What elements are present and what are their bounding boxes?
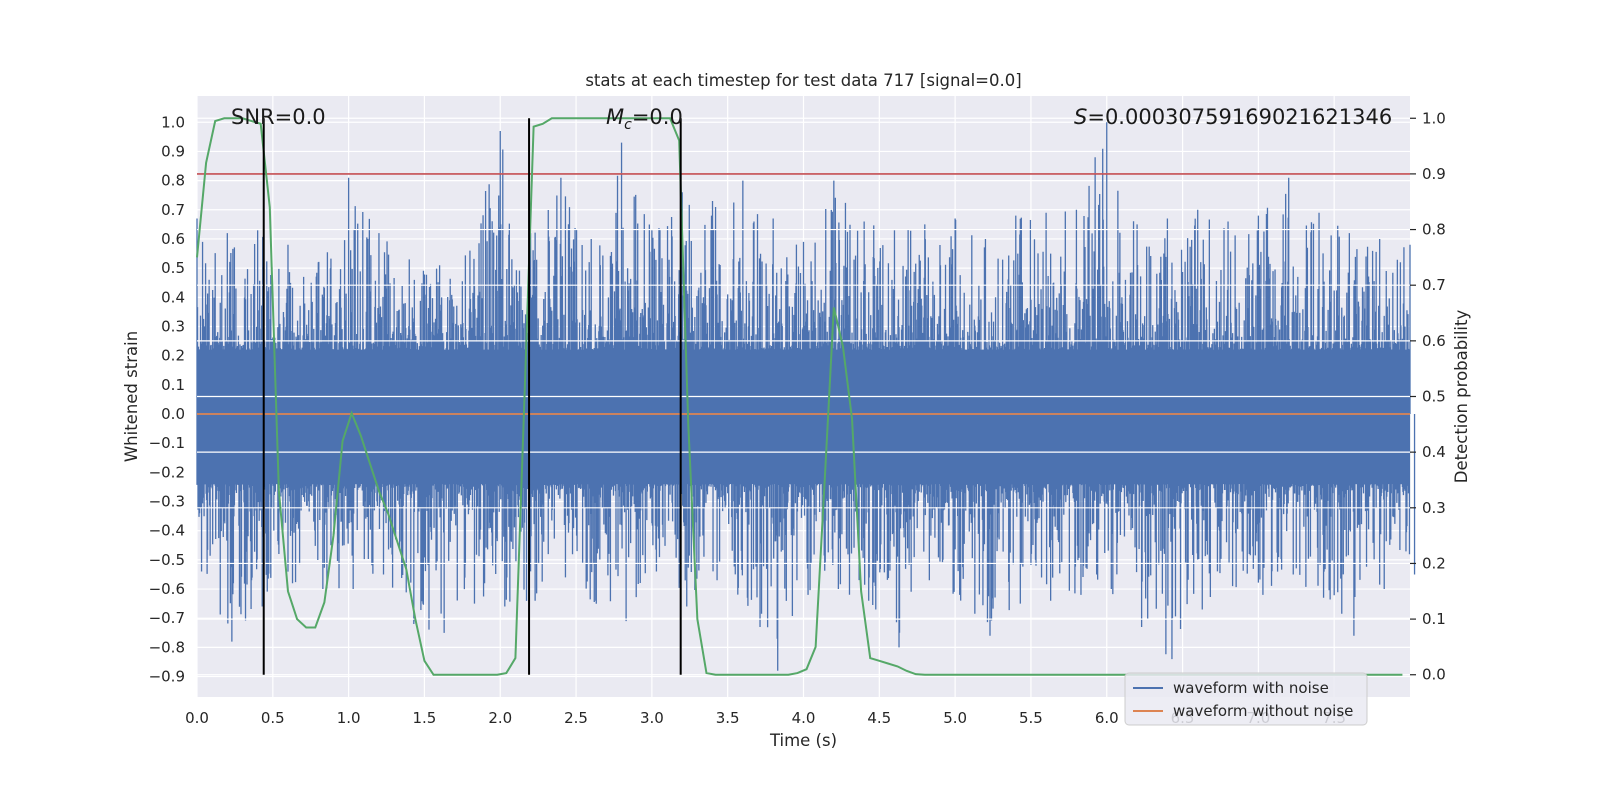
x-tick-label: 5.0: [943, 709, 967, 727]
legend-label-waveform-with-noise: waveform with noise: [1173, 679, 1329, 697]
snr-annotation: SNR=0.0: [231, 105, 326, 129]
chart-title: stats at each timestep for test data 717…: [585, 71, 1021, 90]
y-left-tick-label: −0.8: [149, 638, 185, 656]
left-axis: −0.9 −0.8 −0.7 −0.6 −0.5 −0.4 −0.3 −0.2 −0.1 0.0 0…: [149, 113, 185, 685]
x-axis-label: Time (s): [769, 731, 837, 750]
y-axis-label-right: Detection probability: [1452, 310, 1471, 484]
x-tick-label: 0.5: [261, 709, 285, 727]
x-tick-label: 1.5: [413, 709, 437, 727]
y-left-tick-label: 0.9: [161, 142, 185, 160]
detection-probability-line: [196, 117, 1403, 676]
x-tick-label: 3.5: [716, 709, 740, 727]
y-right-tick-label: 0.7: [1422, 276, 1446, 294]
s-symbol: S: [1074, 105, 1087, 129]
y-left-tick-label: 1.0: [161, 113, 185, 131]
y-right-tick-label: 0.9: [1422, 165, 1446, 183]
y-axis-label-left: Whitened strain: [122, 331, 141, 462]
y-right-tick-label: 0.2: [1422, 554, 1446, 572]
x-tick-label: 2.0: [488, 709, 512, 727]
y-left-tick-label: 0.7: [161, 201, 185, 219]
y-left-tick-label: 0.2: [161, 347, 185, 365]
y-right-tick-label: 0.3: [1422, 499, 1446, 517]
x-tick-label: 0.0: [185, 709, 209, 727]
y-left-tick-label: −0.7: [149, 609, 185, 627]
y-left-tick-label: −0.6: [149, 580, 185, 598]
mc-value: =0.0: [632, 105, 683, 129]
mc-subscript: c: [624, 117, 632, 133]
right-axis: 0.0 0.1 0.2 0.3 0.4 0.5 0.6 0.7 0.8 0.9 1.0: [1410, 109, 1446, 684]
y-right-tick-label: 0.1: [1422, 610, 1446, 628]
x-tick-label: 1.0: [337, 709, 361, 727]
y-right-tick-label: 0.8: [1422, 221, 1446, 239]
s-value: =0.00030759169021621346: [1087, 105, 1392, 129]
s-annotation: S=0.00030759169021621346: [1074, 105, 1392, 129]
legend: waveform with noise waveform without noi…: [1124, 672, 1368, 726]
y-left-tick-label: −0.4: [149, 522, 185, 540]
y-left-tick-label: −0.2: [149, 463, 185, 481]
y-right-tick-label: 0.4: [1422, 443, 1446, 461]
x-tick-label: 4.5: [867, 709, 891, 727]
mc-symbol: M: [606, 105, 624, 129]
x-tick-label: 6.0: [1095, 709, 1119, 727]
legend-label-waveform-without-noise: waveform without noise: [1173, 702, 1353, 720]
legend-box: [1124, 672, 1368, 726]
y-left-tick-label: 0.4: [161, 288, 185, 306]
noise-waveform-core: [197, 349, 1410, 485]
y-left-tick-label: −0.1: [149, 434, 185, 452]
x-tick-label: 4.0: [792, 709, 816, 727]
x-tick-label: 2.5: [564, 709, 588, 727]
y-right-tick-label: 0.0: [1422, 666, 1446, 684]
y-right-tick-label: 0.5: [1422, 388, 1446, 406]
y-left-tick-label: −0.5: [149, 551, 185, 569]
chirp-mass-annotation: Mc=0.0: [606, 105, 683, 133]
y-left-tick-label: 0.6: [161, 230, 185, 248]
y-left-tick-label: 0.5: [161, 259, 185, 277]
x-tick-label: 5.5: [1019, 709, 1043, 727]
y-left-tick-label: 0.3: [161, 317, 185, 335]
y-right-tick-label: 1.0: [1422, 109, 1446, 127]
y-left-tick-label: −0.9: [149, 668, 185, 686]
x-tick-label: 3.0: [640, 709, 664, 727]
y-left-tick-label: −0.3: [149, 493, 185, 511]
y-left-tick-label: 0.0: [161, 405, 185, 423]
y-right-tick-label: 0.6: [1422, 332, 1446, 350]
y-left-tick-label: 0.8: [161, 172, 185, 190]
y-left-tick-label: 0.1: [161, 376, 185, 394]
noise-waveform: [196, 122, 1416, 671]
